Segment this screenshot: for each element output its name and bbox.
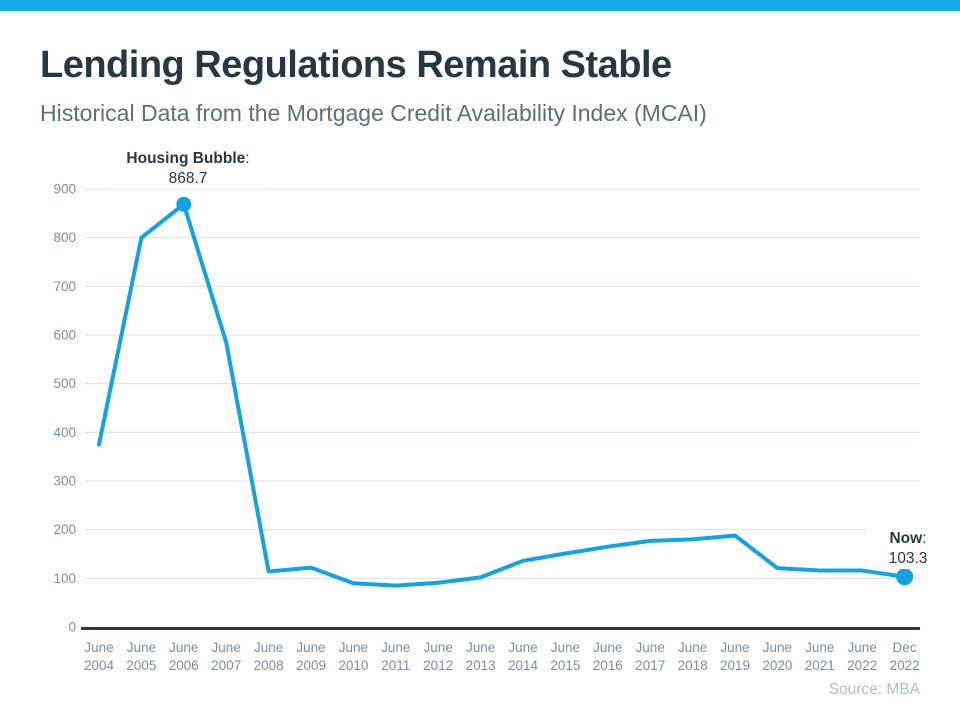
x-axis-tick-label-year: 2022 — [890, 658, 920, 673]
x-axis-tick-label-year: 2021 — [805, 658, 835, 673]
x-axis-tick-label-month: June — [296, 640, 325, 655]
y-axis-tick-label: 300 — [53, 474, 76, 489]
y-axis-tick-label: 800 — [53, 230, 76, 245]
x-axis-tick-label-year: 2011 — [381, 658, 410, 673]
y-axis-tick-label: 0 — [68, 620, 76, 635]
x-axis-tick-label-month: June — [720, 640, 749, 655]
annotation-now: Now: 103.3 — [866, 529, 950, 569]
x-axis-tick-label-year: 2020 — [762, 658, 792, 673]
x-axis-tick-label-month: June — [678, 640, 707, 655]
page-title: Lending Regulations Remain Stable — [40, 44, 672, 86]
x-axis-tick-label-year: 2022 — [847, 658, 877, 673]
x-axis-tick-label-year: 2005 — [126, 658, 156, 673]
x-axis-tick-label-month: June — [424, 640, 453, 655]
x-axis-tick-label-year: 2019 — [720, 658, 750, 673]
x-axis-tick-label-month: June — [169, 640, 198, 655]
x-axis-tick-label-month: June — [254, 640, 283, 655]
chart-plot: 0 100 200 300 400 500 600 700 800 900 June 2004 June… — [53, 182, 920, 673]
source-note: Source: MBA — [828, 681, 920, 698]
x-axis-tick-label-year: 2008 — [254, 658, 284, 673]
annotation-housing-bubble-value: 868.7 — [168, 170, 208, 187]
x-axis-tick-label-month: June — [339, 640, 368, 655]
page-subtitle: Historical Data from the Mortgage Credit… — [40, 100, 707, 126]
mcai-line-chart: 0 100 200 300 400 500 600 700 800 900 June 2004 June… — [0, 140, 960, 710]
y-axis-tick-label: 600 — [53, 328, 76, 343]
y-axis-tick-label: 200 — [53, 522, 76, 537]
x-axis-tick-label-year: 2009 — [296, 658, 326, 673]
x-axis-tick-label-month: June — [551, 640, 580, 655]
annotation-housing-bubble-label: Housing Bubble: — [126, 150, 250, 167]
y-axis-tick-label: 500 — [53, 376, 76, 391]
x-axis-tick-label-month: Dec — [893, 640, 917, 655]
y-axis-tick-label: 900 — [53, 182, 76, 197]
annotation-housing-bubble: Housing Bubble: 868.7 — [106, 149, 270, 189]
x-axis-tick-label-month: June — [848, 640, 877, 655]
data-point-marker — [176, 196, 192, 212]
y-axis-tick-label: 700 — [53, 279, 76, 294]
x-axis-tick-label-month: June — [593, 640, 622, 655]
x-axis-tick-label-year: 2004 — [84, 658, 115, 673]
x-axis-tick-label-month: June — [381, 640, 410, 655]
data-point-marker — [896, 568, 914, 586]
x-axis-tick-label-month: June — [763, 640, 792, 655]
x-axis-tick-label-year: 2015 — [550, 658, 580, 673]
x-axis-tick-label-year: 2006 — [169, 658, 199, 673]
x-axis-tick-label-month: June — [466, 640, 495, 655]
x-axis-tick-label-month: June — [84, 640, 113, 655]
x-axis-tick-label-month: June — [636, 640, 665, 655]
mcai-series-line — [97, 202, 907, 588]
x-axis-tick-label-year: 2017 — [635, 658, 665, 673]
y-axis-tick-label: 400 — [53, 425, 76, 440]
x-axis-tick-label-year: 2013 — [466, 658, 496, 673]
x-axis-tick-label-year: 2012 — [423, 658, 453, 673]
y-axis-tick-label: 100 — [53, 571, 76, 586]
x-axis-tick-label-year: 2014 — [508, 658, 539, 673]
annotation-now-label: Now: — [889, 530, 927, 547]
x-axis-tick-label-year: 2007 — [211, 658, 241, 673]
x-axis-tick-label-year: 2018 — [678, 658, 708, 673]
x-axis-tick-label-year: 2010 — [338, 658, 368, 673]
annotation-now-value: 103.3 — [888, 550, 928, 567]
x-axis-tick-label-month: June — [212, 640, 241, 655]
x-axis-tick-label-year: 2016 — [593, 658, 623, 673]
top-accent-bar — [0, 0, 960, 11]
x-axis-tick-label-month: June — [127, 640, 156, 655]
x-axis-tick-label-month: June — [805, 640, 834, 655]
x-axis-tick-label-month: June — [508, 640, 537, 655]
